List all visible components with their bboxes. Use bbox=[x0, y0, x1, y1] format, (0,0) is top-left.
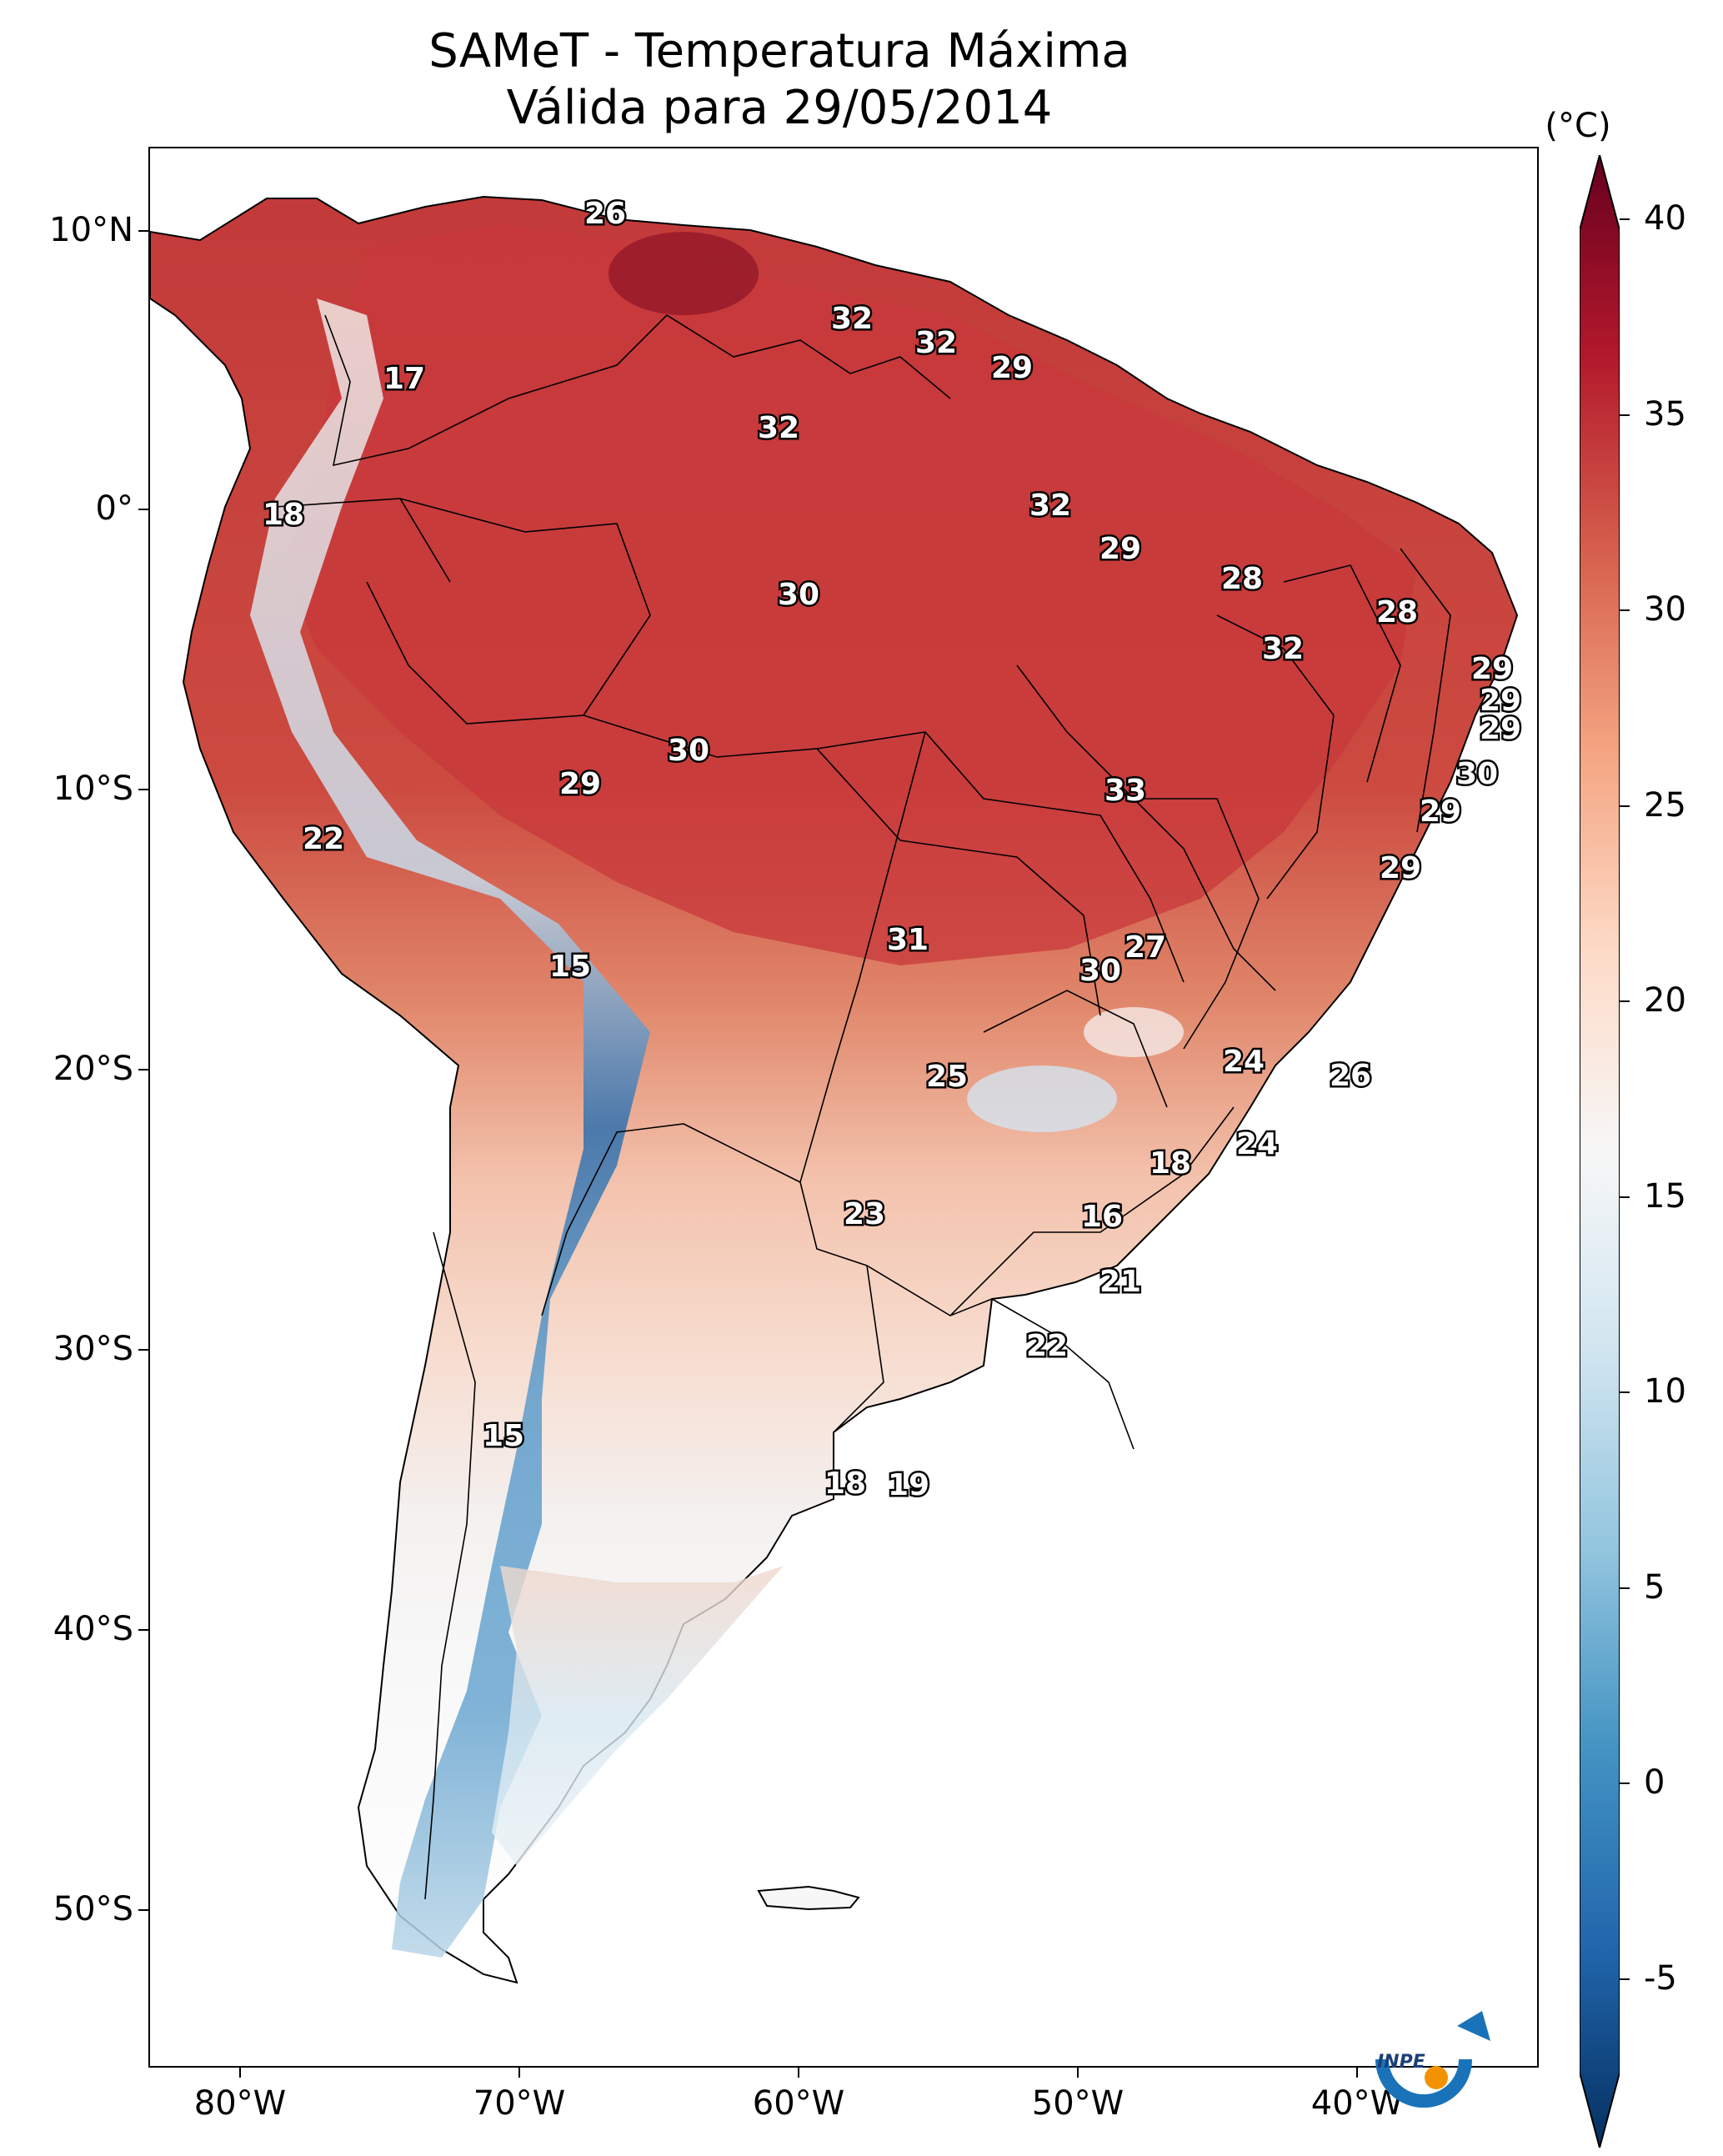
isotherm-label: 24 bbox=[1223, 1045, 1265, 1079]
isotherm-label: 32 bbox=[1262, 632, 1304, 666]
lon-tick-label: 80°W bbox=[193, 2084, 287, 2123]
isotherm-label: 33 bbox=[1104, 774, 1146, 808]
isotherm-label: 28 bbox=[1221, 562, 1263, 596]
lat-tick-mark bbox=[138, 1349, 148, 1351]
isotherm-label: 29 bbox=[559, 767, 601, 801]
isotherm-label: 22 bbox=[1026, 1329, 1068, 1363]
lon-tick-mark bbox=[239, 2068, 241, 2078]
isotherm-label: 32 bbox=[831, 302, 873, 336]
hot-interior-region bbox=[283, 223, 1417, 965]
logo-text: INPE bbox=[1377, 2052, 1425, 2073]
lat-tick-mark bbox=[138, 230, 148, 232]
lon-tick-mark bbox=[798, 2068, 799, 2078]
isotherm-label: 29 bbox=[1420, 795, 1461, 829]
isotherm-label: 17 bbox=[383, 362, 425, 396]
map-title-line2: Válida para 29/05/2014 bbox=[506, 81, 1053, 135]
isotherm-label: 27 bbox=[1124, 930, 1166, 965]
colorbar-tick-label: -5 bbox=[1644, 1959, 1677, 1998]
colorbar-tick-mark bbox=[1620, 1000, 1630, 1002]
cool-patch bbox=[1084, 1007, 1184, 1057]
colorbar-tick-label: 10 bbox=[1644, 1372, 1686, 1411]
isotherm-label: 21 bbox=[1099, 1265, 1141, 1299]
isotherm-label: 29 bbox=[1480, 712, 1521, 746]
colorbar-tick-mark bbox=[1620, 218, 1630, 220]
colorbar-tick-label: 35 bbox=[1644, 395, 1686, 434]
lat-tick-label: 50°S bbox=[53, 1890, 133, 1928]
isotherm-label: 25 bbox=[926, 1060, 968, 1094]
colorbar-tick-label: 30 bbox=[1644, 590, 1686, 629]
lat-tick-mark bbox=[138, 1069, 148, 1070]
lon-tick-label: 50°W bbox=[1031, 2084, 1124, 2123]
lat-tick-mark bbox=[138, 1909, 148, 1911]
country-borders bbox=[274, 314, 1451, 1900]
isotherm-label: 30 bbox=[668, 734, 709, 768]
hot-spot bbox=[609, 232, 759, 315]
isotherm-label: 29 bbox=[1099, 532, 1141, 566]
isotherm-label: 18 bbox=[1150, 1146, 1191, 1181]
isotherm-label: 19 bbox=[888, 1468, 929, 1502]
patagonia-region bbox=[492, 1566, 784, 1866]
colorbar-tick-label: 25 bbox=[1644, 786, 1686, 825]
lon-tick-mark bbox=[1356, 2068, 1358, 2078]
colorbar-unit: (°C) bbox=[1545, 107, 1611, 145]
isotherm-label: 29 bbox=[1471, 652, 1513, 686]
colorbar-tick-mark bbox=[1620, 609, 1630, 611]
colorbar-tick-label: 15 bbox=[1644, 1177, 1686, 1216]
colorbar-tick-label: 40 bbox=[1644, 199, 1686, 238]
isotherm-label: 24 bbox=[1236, 1127, 1278, 1161]
colorbar bbox=[1580, 155, 1620, 2148]
isotherm-label: 29 bbox=[991, 351, 1033, 385]
isotherm-label: 26 bbox=[1330, 1059, 1371, 1093]
isotherm-label: 32 bbox=[758, 411, 799, 445]
temperature-map: 26 32 32 29 17 32 18 32 29 30 28 28 32 29 29 29 30 29 33 30… bbox=[148, 147, 1539, 2068]
lon-tick-label: 60°W bbox=[752, 2084, 845, 2123]
isotherm-label: 15 bbox=[483, 1419, 524, 1453]
cool-patch bbox=[967, 1065, 1117, 1132]
colorbar-tick-mark bbox=[1620, 805, 1630, 807]
isotherm-label: 29 bbox=[1480, 684, 1521, 718]
colorbar-tick-mark bbox=[1620, 1391, 1630, 1393]
colorbar-tick-mark bbox=[1620, 1978, 1630, 1980]
isotherm-label: 15 bbox=[549, 950, 591, 984]
lat-tick-label: 0° bbox=[95, 489, 133, 528]
colorbar-tick-mark bbox=[1620, 1782, 1630, 1784]
inpe-logo: INPE bbox=[1375, 2011, 1490, 2108]
lat-tick-label: 20°S bbox=[53, 1050, 133, 1088]
lon-tick-label: 70°W bbox=[473, 2084, 566, 2123]
lat-tick-label: 40°S bbox=[53, 1610, 133, 1648]
map-title-line1: SAMeT - Temperatura Máxima bbox=[428, 24, 1130, 78]
colorbar-tick-mark bbox=[1620, 414, 1630, 416]
lat-tick-label: 10°N bbox=[49, 211, 133, 249]
isotherm-label: 18 bbox=[824, 1467, 866, 1501]
lon-tick-mark bbox=[1077, 2068, 1079, 2078]
isotherm-label: 18 bbox=[263, 498, 304, 532]
lat-tick-mark bbox=[138, 509, 148, 510]
isotherm-label: 32 bbox=[915, 326, 957, 360]
colorbar-tick-mark bbox=[1620, 1587, 1630, 1589]
lat-tick-mark bbox=[138, 789, 148, 790]
isotherm-label: 31 bbox=[887, 923, 929, 957]
isotherm-label: 28 bbox=[1376, 595, 1418, 629]
falkland-islands bbox=[757, 1885, 860, 1911]
isotherm-label: 26 bbox=[584, 197, 626, 231]
isotherm-label: 22 bbox=[303, 822, 344, 856]
lat-tick-label: 10°S bbox=[53, 770, 133, 808]
isotherm-label: 30 bbox=[1456, 757, 1498, 791]
colorbar-tick-mark bbox=[1620, 1196, 1630, 1198]
lat-tick-label: 30°S bbox=[53, 1330, 133, 1368]
lat-tick-mark bbox=[138, 1629, 148, 1631]
lon-tick-mark bbox=[518, 2068, 520, 2078]
colorbar-tick-label: 20 bbox=[1644, 981, 1686, 1020]
colorbar-tick-label: 5 bbox=[1644, 1568, 1665, 1607]
isotherm-label: 23 bbox=[844, 1197, 885, 1231]
colorbar-bar bbox=[1580, 155, 1620, 2148]
isotherm-label: 16 bbox=[1081, 1200, 1123, 1234]
isotherm-label: 30 bbox=[1079, 954, 1121, 988]
isotherm-label: 30 bbox=[778, 578, 819, 612]
isotherm-label: 29 bbox=[1380, 851, 1421, 885]
colorbar-tick-label: 0 bbox=[1644, 1763, 1665, 1802]
isotherm-label: 32 bbox=[1029, 489, 1071, 523]
